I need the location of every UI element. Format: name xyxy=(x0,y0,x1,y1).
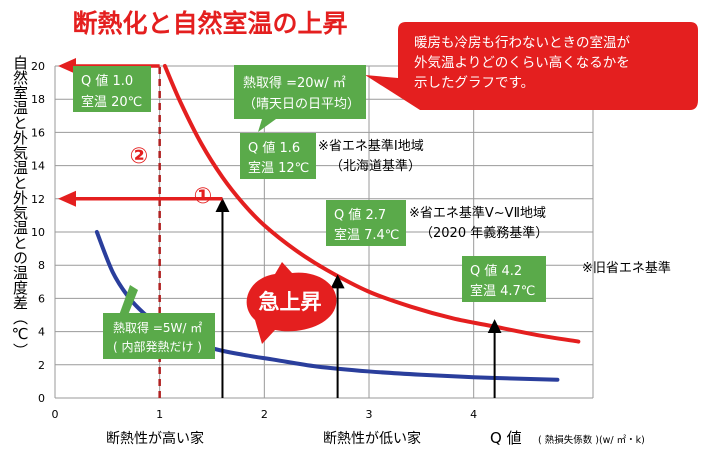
note-standard-5-7-line-1: ※省エネ基準Ⅴ~ⅤⅡ地域 xyxy=(409,205,546,221)
q-box-4.2: Q 値 4.2 室温 4.7℃ xyxy=(462,256,546,302)
y-tick-label-10: 10 xyxy=(31,226,45,239)
sharp-rise-burst: 急上昇 xyxy=(246,262,337,344)
x-tick-label-1: 1 xyxy=(156,408,163,421)
y-tick-label-4: 4 xyxy=(38,326,45,339)
y-tick-label-12: 12 xyxy=(31,193,45,206)
marker-1: ① xyxy=(194,184,213,209)
note-old-standard: ※旧省エネ基準 xyxy=(582,260,671,276)
heat-gain-20-callout: 熱取得 =20w/ ㎡ （晴天日の日平均） xyxy=(234,65,366,132)
burst-label: 急上昇 xyxy=(259,290,322,314)
heat-gain-5-line-1: 熱取得 =5W/ ㎡ xyxy=(113,320,202,335)
heat-gain-20-line-2: （晴天日の日平均） xyxy=(243,97,360,112)
heat-gain-5-callout: 熱取得 =5W/ ㎡ ( 内部発熱だけ ) xyxy=(103,285,215,359)
x-tick-label-2: 2 xyxy=(261,408,268,421)
q-box-4.2-line-1: Q 値 4.2 xyxy=(470,263,522,279)
x-caption-low-insulation: 断熱性が低い家 xyxy=(323,430,421,447)
q-box-2.7-line-2: 室温 7.4℃ xyxy=(334,227,399,243)
note-standard-5-7-line-2: （2020 年義務基準） xyxy=(420,225,548,241)
q-box-1.6-line-1: Q 値 1.6 xyxy=(248,140,300,156)
note-standard-1-line-1: ※省エネ基準Ⅰ地域 xyxy=(318,138,424,154)
heat-gain-5-line-2: ( 内部発熱だけ ) xyxy=(113,339,202,354)
y-axis-label: 自然室温と外気温と外気温との温度差（℃） xyxy=(11,55,29,358)
q-box-1.0-line-1: Q 値 1.0 xyxy=(81,73,133,89)
q-box-1.6-line-2: 室温 12℃ xyxy=(248,160,309,176)
x-axis-unit: ( 熱損失係数 )(w/ ㎡・k) xyxy=(538,434,645,446)
y-tick-label-8: 8 xyxy=(38,259,45,272)
y-tick-label-2: 2 xyxy=(38,359,45,372)
y-tick-label-0: 0 xyxy=(38,392,45,405)
q-box-2.7-line-1: Q 値 2.7 xyxy=(334,207,386,223)
y-tick-label-16: 16 xyxy=(31,126,45,139)
y-tick-label-20: 20 xyxy=(31,60,45,73)
note-line-1: 暖房も冷房も行わないときの室温が xyxy=(414,34,630,51)
q-box-2.7: Q 値 2.7 室温 7.4℃ xyxy=(326,200,406,246)
horizontal-arrow-head-1 xyxy=(58,190,76,207)
y-tick-label-14: 14 xyxy=(31,160,45,173)
x-tick-label-4: 4 xyxy=(470,408,477,421)
note-standard-1-line-2: （北海道基準） xyxy=(330,158,421,174)
horizontal-arrow-head-0 xyxy=(58,58,76,74)
q-box-4.2-line-2: 室温 4.7℃ xyxy=(470,283,535,299)
x-axis-label: Q 値 xyxy=(490,429,522,447)
note-line-2: 外気温よりどのくらい高くなるかを xyxy=(414,54,630,71)
q-box-1.6: Q 値 1.6 室温 12℃ xyxy=(240,133,316,179)
y-tick-label-18: 18 xyxy=(31,93,45,106)
x-caption-high-insulation: 断熱性が高い家 xyxy=(106,430,204,447)
x-tick-label-3: 3 xyxy=(366,408,373,421)
note-callout: 暖房も冷房も行わないときの室温が 外気温よりどのくらい高くなるかを 示したグラフ… xyxy=(365,22,698,110)
x-tick-label-0: 0 xyxy=(52,408,59,421)
y-tick-label-6: 6 xyxy=(38,292,45,305)
chart-title: 断熱化と自然室温の上昇 xyxy=(72,9,347,38)
marker-2: ② xyxy=(130,144,149,169)
note-line-3: 示したグラフです。 xyxy=(414,75,534,91)
heat-gain-20-line-1: 熱取得 =20w/ ㎡ xyxy=(243,75,346,91)
q-box-1.0-line-2: 室温 20℃ xyxy=(81,94,142,110)
q-box-1.0: Q 値 1.0 室温 20℃ xyxy=(73,66,151,112)
